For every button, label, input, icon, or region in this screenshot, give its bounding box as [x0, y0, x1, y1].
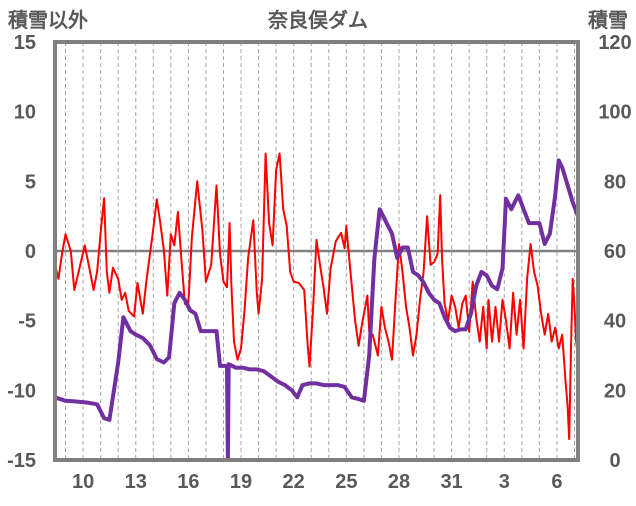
- x-axis-ticks: 10 13 16 19 22 25 28 31 3 6: [72, 471, 563, 493]
- y-left-tick-label: -15: [7, 450, 36, 472]
- y-right-tick-label: 100: [598, 102, 631, 124]
- plot-frame: [53, 40, 580, 462]
- y-left-tick-label: 15: [14, 32, 36, 54]
- y-right-tick-label: 80: [604, 171, 626, 193]
- chart-title: 奈良俣ダム: [267, 8, 368, 32]
- y-left-tick-label: 0: [25, 241, 36, 263]
- x-tick-label: 28: [388, 471, 410, 493]
- x-tick-label: 31: [441, 471, 463, 493]
- x-tick-label: 6: [551, 471, 562, 493]
- x-tick-label: 25: [335, 471, 357, 493]
- y-left-tick-label: 5: [25, 171, 36, 193]
- x-tick-label: 22: [283, 471, 305, 493]
- x-tick-label: 19: [230, 471, 252, 493]
- series-group: [54, 152, 580, 462]
- snow-depth-series-line: [54, 158, 580, 462]
- y-left-tick-label: -10: [7, 380, 36, 402]
- y-left-tick-label: 10: [14, 102, 36, 124]
- y-right-tick-label: 0: [609, 450, 620, 472]
- x-tick-label: 3: [499, 471, 510, 493]
- left-y-axis-ticks: 15 10 5 0 -5 -10 -15: [7, 32, 36, 472]
- x-tick-label: 10: [72, 471, 94, 493]
- y-right-tick-label: 40: [604, 311, 626, 333]
- y-left-tick-label: -5: [18, 311, 36, 333]
- y-right-tick-label: 60: [604, 241, 626, 263]
- right-axis-label: 積雪: [588, 9, 628, 32]
- y-right-tick-label: 120: [598, 32, 631, 54]
- other-measure-series-line: [54, 152, 579, 441]
- left-axis-label: 積雪以外: [8, 8, 88, 32]
- x-tick-label: 13: [125, 471, 147, 493]
- y-right-tick-label: 20: [604, 380, 626, 402]
- x-tick-label: 16: [177, 471, 199, 493]
- right-y-axis-ticks: 120 100 80 60 40 20 0: [598, 32, 631, 472]
